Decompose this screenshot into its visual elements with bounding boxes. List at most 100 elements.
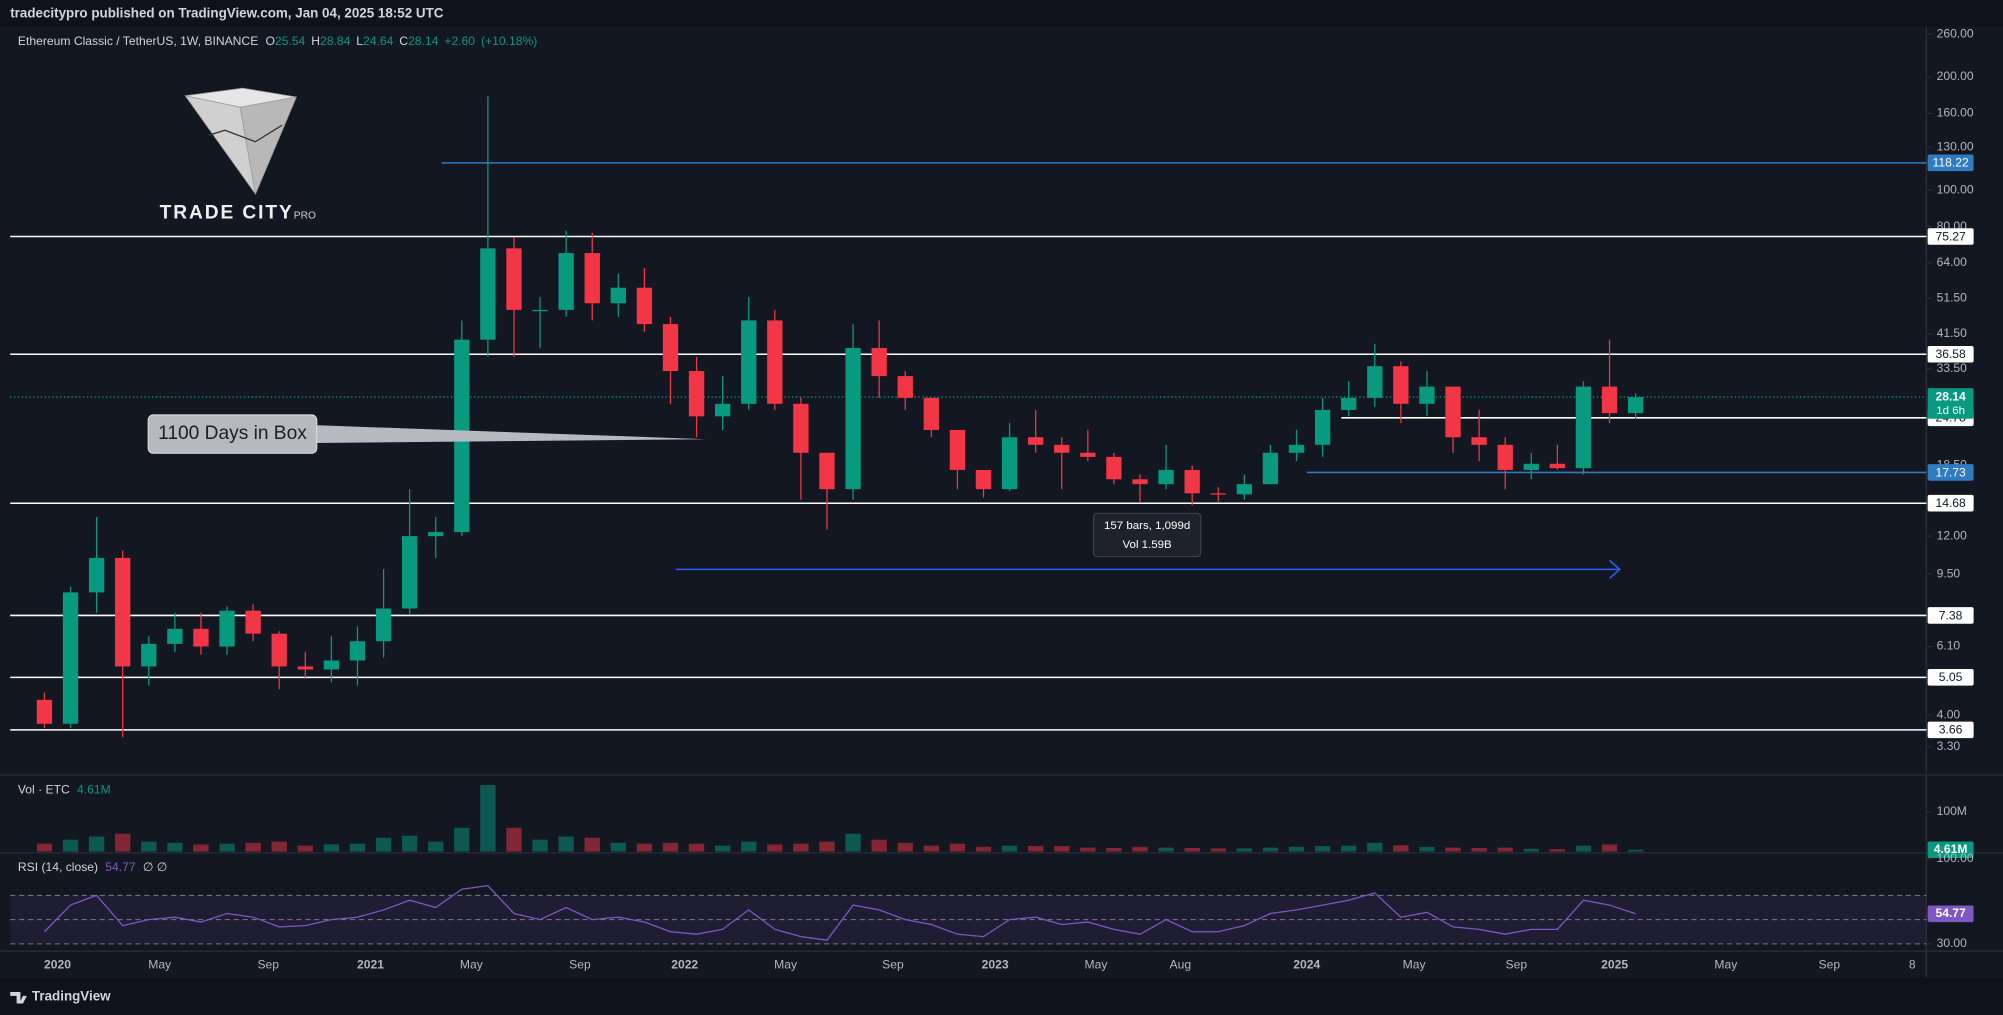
- volume-bar: [1341, 845, 1357, 852]
- level-label: 36.58: [1935, 347, 1966, 361]
- y-tick-label: 3.30: [1937, 739, 1961, 753]
- logo-suffix: PRO: [294, 210, 316, 221]
- x-tick-label: May: [774, 957, 798, 971]
- y-tick-label: 130.00: [1937, 140, 1974, 154]
- volume-bar: [115, 833, 131, 852]
- level-label-box: [1927, 669, 1974, 686]
- volume-bar: [1314, 846, 1331, 852]
- candle-body: [636, 287, 653, 325]
- x-tick-label: 2023: [982, 957, 1009, 971]
- candle-body: [1210, 493, 1226, 495]
- volume-bar: [1028, 846, 1044, 852]
- volume-bar: [1601, 844, 1618, 852]
- y-tick-label: 6.10: [1937, 639, 1961, 653]
- x-tick-label: 2022: [671, 957, 698, 971]
- candle-body: [1314, 409, 1331, 445]
- candle-body: [1601, 386, 1618, 414]
- level-label: 5.05: [1939, 670, 1963, 684]
- rsi-last-label: 54.77: [1935, 906, 1966, 920]
- volume-bar: [1210, 848, 1226, 852]
- candle-body: [401, 536, 418, 609]
- volume-bar: [1419, 846, 1435, 852]
- level-label-box: [1927, 228, 1974, 245]
- volume-bar: [1184, 848, 1200, 852]
- level-label-box: [1927, 345, 1974, 363]
- candle-body: [923, 397, 939, 430]
- volume-bar: [662, 842, 679, 852]
- volume-bar: [1549, 849, 1566, 852]
- x-tick-label: 2024: [1293, 957, 1320, 971]
- rsi-extra: ∅ ∅: [143, 860, 168, 874]
- symbol: Ethereum Classic / TetherUS, 1W, BINANCE: [18, 34, 258, 48]
- rsi-tick-label: 100.00: [1937, 851, 1974, 865]
- volume-bar: [245, 842, 261, 852]
- x-tick-label: Sep: [257, 957, 279, 971]
- level-label-box: [1927, 607, 1974, 624]
- level-label: 3.66: [1939, 723, 1963, 737]
- volume-bar: [454, 827, 470, 852]
- candle-body: [297, 666, 313, 670]
- candle-body: [1028, 437, 1044, 445]
- arrow-head: [1609, 559, 1621, 579]
- volume-bar: [506, 827, 522, 852]
- close: 28.14: [408, 34, 439, 48]
- measure-vol: Vol 1.59B: [1123, 539, 1173, 551]
- volume-bar: [297, 845, 313, 852]
- candle-body: [1080, 452, 1096, 457]
- x-tick-label: May: [148, 957, 172, 971]
- volume-bar: [975, 846, 992, 852]
- candle-body: [506, 248, 522, 310]
- x-tick-label: Sep: [882, 957, 904, 971]
- volume-bar: [375, 837, 392, 852]
- volume-bar: [1132, 846, 1148, 852]
- candle-body: [1106, 456, 1122, 480]
- h-letter: H: [311, 34, 320, 48]
- volume-bar: [688, 843, 705, 852]
- volume-bar: [584, 837, 600, 852]
- candle-body: [819, 452, 835, 490]
- volume-bar: [1367, 842, 1383, 852]
- volume-bar: [741, 841, 757, 852]
- volume-bar: [793, 843, 809, 852]
- candle-body: [1158, 469, 1174, 485]
- volume-bar: [819, 841, 835, 852]
- candle-body: [714, 403, 731, 417]
- measure-box: [1092, 512, 1202, 558]
- x-tick-label: Aug: [1170, 957, 1192, 971]
- candle-body: [1471, 437, 1487, 445]
- volume-name: Vol · ETC: [18, 783, 70, 797]
- y-tick-label: 64.00: [1937, 255, 1968, 269]
- x-tick-label: May: [1085, 957, 1109, 971]
- volume-tick-label: 100M: [1937, 804, 1967, 818]
- volume-bar: [845, 833, 861, 852]
- candle-body: [193, 628, 209, 647]
- volume-bar: [897, 842, 913, 852]
- volume-bar: [1236, 848, 1253, 852]
- rsi-line: [43, 884, 1636, 941]
- volume-bar: [141, 841, 157, 852]
- volume-last: 4.61M: [77, 783, 111, 797]
- volume-bar: [428, 841, 444, 852]
- level-label-box: [1927, 494, 1974, 512]
- candle-body: [897, 376, 913, 398]
- volume-legend: Vol · ETC 4.61M: [18, 783, 111, 797]
- candle-body: [793, 403, 809, 453]
- volume-bar: [62, 839, 79, 852]
- candle-body: [1054, 444, 1070, 453]
- change-pct: (+10.18%): [481, 34, 537, 48]
- x-tick-label: May: [1714, 957, 1738, 971]
- volume-bar: [1393, 845, 1409, 852]
- level-label: 7.38: [1939, 608, 1963, 622]
- candle-body: [584, 253, 600, 304]
- volume-bar: [349, 843, 366, 852]
- candle-body: [975, 469, 992, 490]
- volume-bar: [1262, 847, 1279, 852]
- volume-bar: [167, 842, 183, 852]
- candle-body: [688, 371, 705, 417]
- candle-body: [610, 287, 626, 304]
- x-tick-label: 2025: [1601, 957, 1628, 971]
- candle-body: [480, 248, 496, 340]
